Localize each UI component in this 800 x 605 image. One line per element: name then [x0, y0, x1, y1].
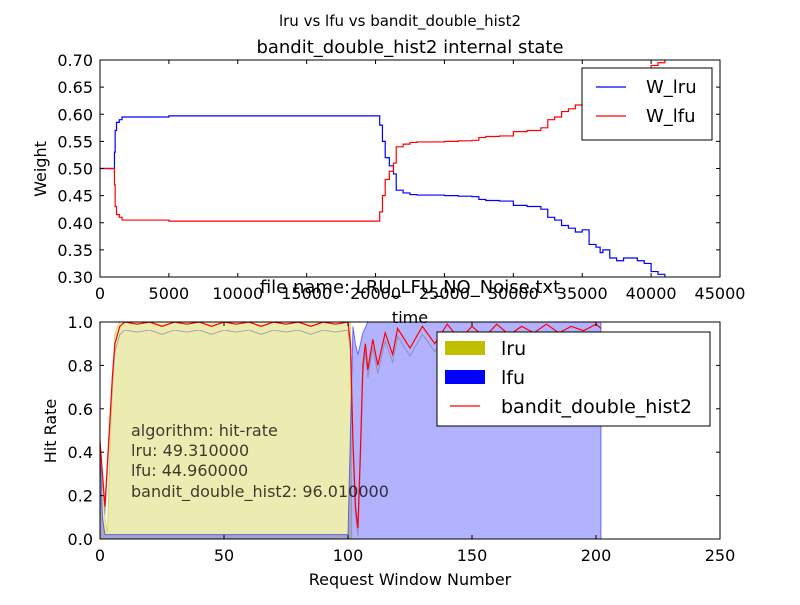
annotation-line-lru: lru: 49.310000 [131, 441, 249, 460]
hitrate-axes-frame [99, 321, 721, 540]
hitrate-x-tick-label: 0 [95, 546, 105, 565]
weights-y-ticks: 0.30 0.35 0.40 0.45 0.50 0.55 0.60 0.65 0.70 [57, 51, 720, 287]
weights-x-tick-label: 30000 [488, 284, 539, 303]
weights-x-tick-label: 5000 [149, 284, 190, 303]
hitrate-annotation: algorithm: hit-rate lru: 49.310000 lfu: … [131, 421, 389, 502]
hitrate-y-tick-label: 0.8 [68, 356, 93, 375]
weights-x-tick-label: 15000 [281, 284, 332, 303]
weights-chart: bandit_double_hist2 internal state 0 5000… [31, 37, 745, 327]
hitrate-y-tick-label: 0.6 [68, 400, 93, 419]
hitrate-y-tick-label: 0.2 [68, 487, 93, 506]
weights-y-tick-label: 0.55 [57, 132, 93, 151]
weights-plot-area [100, 60, 666, 277]
weights-legend-box [581, 67, 713, 141]
legend-lru-swatch [445, 341, 485, 355]
weights-x-tick-label: 10000 [212, 284, 263, 303]
weights-y-tick-label: 0.30 [57, 268, 93, 287]
legend-w-lru-label: W_lru [646, 77, 697, 98]
hitrate-x-axis-label: Request Window Number [309, 570, 512, 589]
figure-suptitle: lru vs lfu vs bandit_double_hist2 [279, 12, 521, 31]
weights-x-tick-label: 0 [95, 284, 105, 303]
weights-y-tick-label: 0.50 [57, 160, 93, 179]
legend-lfu-label: lfu [501, 367, 525, 389]
legend-lfu-swatch [445, 370, 485, 384]
weights-y-tick-label: 0.60 [57, 105, 93, 124]
hitrate-x-tick-label: 150 [457, 546, 488, 565]
weights-x-tick-label: 40000 [626, 284, 677, 303]
weights-legend: W_lru W_lfu [581, 67, 713, 141]
legend-lru-label: lru [501, 338, 526, 360]
hitrate-x-tick-label: 100 [333, 546, 364, 565]
hitrate-x-tick-label: 250 [705, 546, 736, 565]
legend-w-lfu-label: W_lfu [646, 106, 696, 127]
weights-y-tick-label: 0.40 [57, 214, 93, 233]
weights-x-ticks: 0 5000 10000 15000 20000 25000 30000 35000 40000… [95, 60, 746, 303]
weights-x-tick-label: 35000 [557, 284, 608, 303]
hitrate-y-tick-label: 0.0 [68, 530, 93, 549]
weights-x-tick-label: 25000 [419, 284, 470, 303]
hitrate-legend: lru lfu bandit_double_hist2 [436, 331, 711, 427]
series-line-bandit-double-hist2 [100, 322, 602, 529]
weights-y-tick-label: 0.70 [57, 51, 93, 70]
hitrate-x-tick-label: 50 [214, 546, 234, 565]
hitrate-x-tick-label: 200 [581, 546, 612, 565]
legend-bandit-label: bandit_double_hist2 [501, 396, 692, 418]
annotation-line-bandit: bandit_double_hist2: 96.010000 [131, 482, 389, 502]
weights-y-axis-label: Weight [31, 141, 50, 197]
hitrate-chart: 0 50 100 150 200 250 0.0 0.2 0.4 0.6 0.8 1.0 file … [41, 277, 735, 589]
hitrate-y-tick-label: 1.0 [68, 313, 93, 332]
weights-chart-title: bandit_double_hist2 internal state [256, 37, 563, 58]
weights-y-tick-label: 0.45 [57, 187, 93, 206]
weights-y-tick-label: 0.35 [57, 241, 93, 260]
hitrate-chart-title: file name: LRU_LFU_NO_Noise.txt [260, 277, 560, 298]
weights-x-tick-label: 45000 [695, 284, 746, 303]
annotation-line-header: algorithm: hit-rate [131, 421, 278, 440]
hitrate-y-tick-label: 0.4 [68, 443, 93, 462]
annotation-line-lfu: lfu: 44.960000 [131, 461, 248, 480]
hitrate-x-ticks: 0 50 100 150 200 250 [95, 322, 735, 565]
hitrate-y-axis-label: Hit Rate [41, 399, 60, 464]
hitrate-y-ticks: 0.0 0.2 0.4 0.6 0.8 1.0 [68, 313, 720, 549]
weights-y-tick-label: 0.65 [57, 78, 93, 97]
weights-x-tick-label: 20000 [350, 284, 401, 303]
series-line-w-lru [100, 115, 666, 277]
